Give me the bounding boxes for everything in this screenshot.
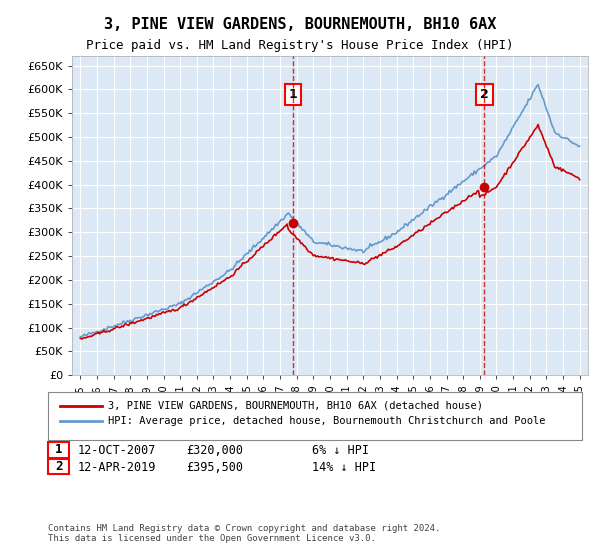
Text: 3, PINE VIEW GARDENS, BOURNEMOUTH, BH10 6AX (detached house): 3, PINE VIEW GARDENS, BOURNEMOUTH, BH10 … bbox=[108, 401, 483, 411]
Text: 2: 2 bbox=[480, 88, 489, 101]
Text: £320,000: £320,000 bbox=[186, 444, 243, 458]
Text: 12-APR-2019: 12-APR-2019 bbox=[78, 461, 157, 474]
Text: HPI: Average price, detached house, Bournemouth Christchurch and Poole: HPI: Average price, detached house, Bour… bbox=[108, 416, 545, 426]
Text: 6% ↓ HPI: 6% ↓ HPI bbox=[312, 444, 369, 458]
Text: 1: 1 bbox=[55, 443, 62, 456]
Text: £395,500: £395,500 bbox=[186, 461, 243, 474]
Text: 3, PINE VIEW GARDENS, BOURNEMOUTH, BH10 6AX: 3, PINE VIEW GARDENS, BOURNEMOUTH, BH10 … bbox=[104, 17, 496, 32]
Text: Contains HM Land Registry data © Crown copyright and database right 2024.
This d: Contains HM Land Registry data © Crown c… bbox=[48, 524, 440, 543]
Text: 12-OCT-2007: 12-OCT-2007 bbox=[78, 444, 157, 458]
Text: Price paid vs. HM Land Registry's House Price Index (HPI): Price paid vs. HM Land Registry's House … bbox=[86, 39, 514, 52]
Text: 14% ↓ HPI: 14% ↓ HPI bbox=[312, 461, 376, 474]
Text: 2: 2 bbox=[55, 460, 62, 473]
Text: 1: 1 bbox=[289, 88, 298, 101]
